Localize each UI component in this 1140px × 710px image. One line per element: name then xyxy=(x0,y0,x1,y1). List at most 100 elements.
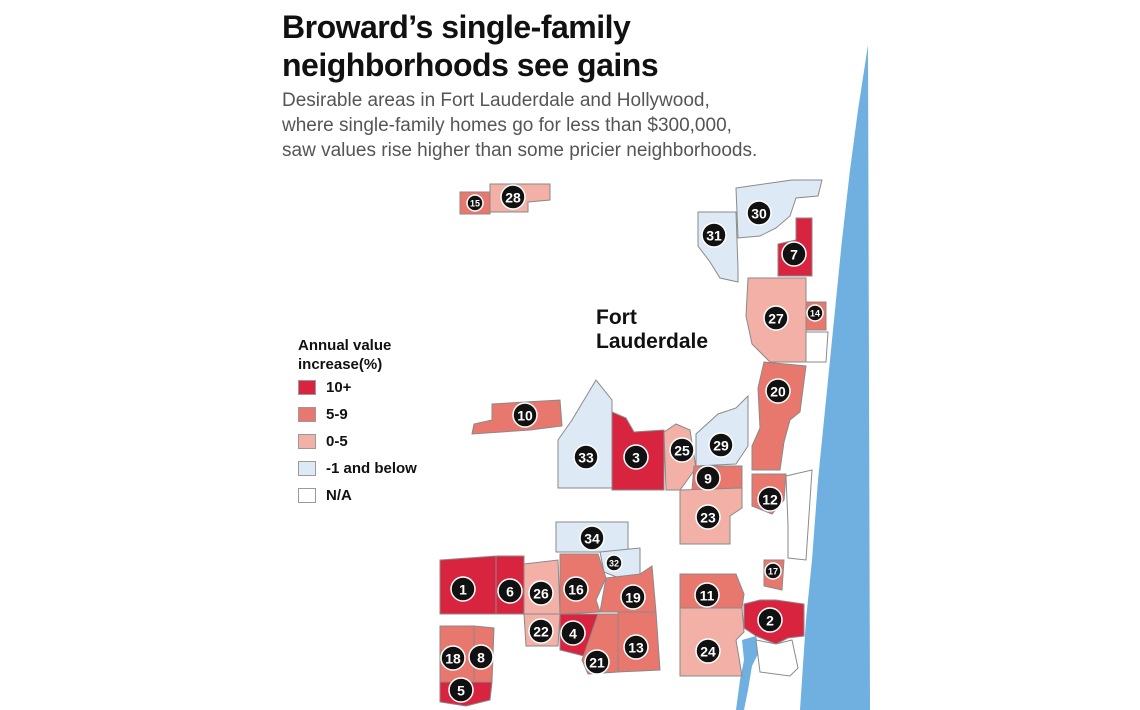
marker-circle xyxy=(605,554,623,572)
marker-circle xyxy=(623,444,649,470)
marker-label: 27 xyxy=(768,311,784,327)
marker-6: 6 xyxy=(497,578,523,604)
marker-32: 32 xyxy=(605,554,623,572)
marker-13: 13 xyxy=(623,634,649,660)
legend-label: -1 and below xyxy=(326,460,417,477)
marker-circle xyxy=(695,504,721,530)
marker-circle xyxy=(468,644,494,670)
marker-label: 19 xyxy=(625,590,641,606)
marker-circle xyxy=(708,432,734,458)
marker-label: 22 xyxy=(533,624,549,640)
marker-19: 19 xyxy=(620,584,646,610)
marker-18: 18 xyxy=(440,645,466,671)
marker-24: 24 xyxy=(695,638,721,664)
marker-21: 21 xyxy=(584,649,610,675)
marker-circle xyxy=(560,620,586,646)
marker-label: 9 xyxy=(704,471,712,487)
marker-label: 3 xyxy=(632,450,640,466)
marker-26: 26 xyxy=(528,580,554,606)
marker-29: 29 xyxy=(708,432,734,458)
marker-33: 33 xyxy=(573,444,599,470)
marker-label: 6 xyxy=(506,584,514,600)
region-na-mid xyxy=(785,469,813,561)
marker-8: 8 xyxy=(468,644,494,670)
marker-circle xyxy=(763,305,789,331)
marker-label: 5 xyxy=(457,683,465,699)
marker-label: 23 xyxy=(700,510,716,526)
marker-circle xyxy=(528,580,554,606)
marker-circle xyxy=(448,677,474,703)
marker-circle xyxy=(746,200,772,226)
marker-30: 30 xyxy=(746,200,772,226)
marker-23: 23 xyxy=(695,504,721,530)
marker-circle xyxy=(563,576,589,602)
marker-1: 1 xyxy=(450,576,476,602)
marker-layer: 1234567891011121314151617181920212223242… xyxy=(440,184,824,703)
marker-2: 2 xyxy=(757,607,783,633)
marker-4: 4 xyxy=(560,620,586,646)
marker-label: 24 xyxy=(700,644,716,660)
map-title: Broward’s single-family neighborhoods see… xyxy=(282,9,659,83)
marker-label: 4 xyxy=(569,626,577,642)
marker-3: 3 xyxy=(623,444,649,470)
marker-label: 29 xyxy=(713,438,729,454)
marker-label: 7 xyxy=(790,247,798,263)
legend-swatch xyxy=(298,461,316,476)
legend-title: Annual value increase(%) xyxy=(298,337,392,373)
legend-item-0-5: 0-5 xyxy=(298,428,468,455)
marker-label: 15 xyxy=(470,199,480,209)
legend-swatch xyxy=(298,407,316,422)
legend-label: 5-9 xyxy=(326,406,348,423)
marker-label: 20 xyxy=(770,384,786,400)
marker-15: 15 xyxy=(466,194,484,212)
marker-circle xyxy=(765,378,791,404)
marker-9: 9 xyxy=(695,465,721,491)
legend-swatch xyxy=(298,380,316,395)
marker-25: 25 xyxy=(669,437,695,463)
marker-circle xyxy=(669,437,695,463)
marker-circle xyxy=(528,618,554,644)
region-na-south xyxy=(755,639,799,677)
marker-31: 31 xyxy=(701,222,727,248)
region-33 xyxy=(557,379,613,489)
marker-27: 27 xyxy=(763,305,789,331)
marker-circle xyxy=(512,402,538,428)
marker-circle xyxy=(623,634,649,660)
legend-swatch xyxy=(298,488,316,503)
marker-circle xyxy=(695,465,721,491)
marker-circle xyxy=(466,194,484,212)
map-subtitle: Desirable areas in Fort Lauderdale and H… xyxy=(282,90,758,161)
region-20 xyxy=(751,361,807,471)
ocean xyxy=(800,45,870,710)
legend-label: N/A xyxy=(326,487,352,504)
legend-item-10-plus: 10+ xyxy=(298,374,468,401)
marker-label: 13 xyxy=(628,640,644,656)
legend-label: 10+ xyxy=(326,379,352,396)
legend-item-5-9: 5-9 xyxy=(298,401,468,428)
marker-label: 18 xyxy=(445,651,461,667)
marker-circle xyxy=(757,607,783,633)
marker-circle xyxy=(701,222,727,248)
marker-label: 1 xyxy=(459,582,467,598)
marker-28: 28 xyxy=(500,184,526,210)
marker-label: 8 xyxy=(477,650,485,666)
city-label-text: Fort Lauderdale xyxy=(596,306,709,353)
marker-circle xyxy=(757,486,783,512)
marker-label: 10 xyxy=(517,408,533,424)
marker-17: 17 xyxy=(764,562,782,580)
marker-label: 28 xyxy=(505,190,521,206)
marker-label: 25 xyxy=(674,443,690,459)
marker-34: 34 xyxy=(579,525,605,551)
marker-10: 10 xyxy=(512,402,538,428)
marker-label: 12 xyxy=(762,492,778,508)
marker-label: 2 xyxy=(766,613,774,629)
legend-item-na: N/A xyxy=(298,482,468,509)
marker-circle xyxy=(497,578,523,604)
marker-label: 32 xyxy=(609,559,619,569)
legend: Annual value increase(%) 10+ 5-9 0-5 -1 … xyxy=(298,336,468,509)
marker-circle xyxy=(764,562,782,580)
marker-label: 34 xyxy=(584,531,600,547)
marker-label: 31 xyxy=(706,228,722,244)
marker-label: 16 xyxy=(568,582,584,598)
